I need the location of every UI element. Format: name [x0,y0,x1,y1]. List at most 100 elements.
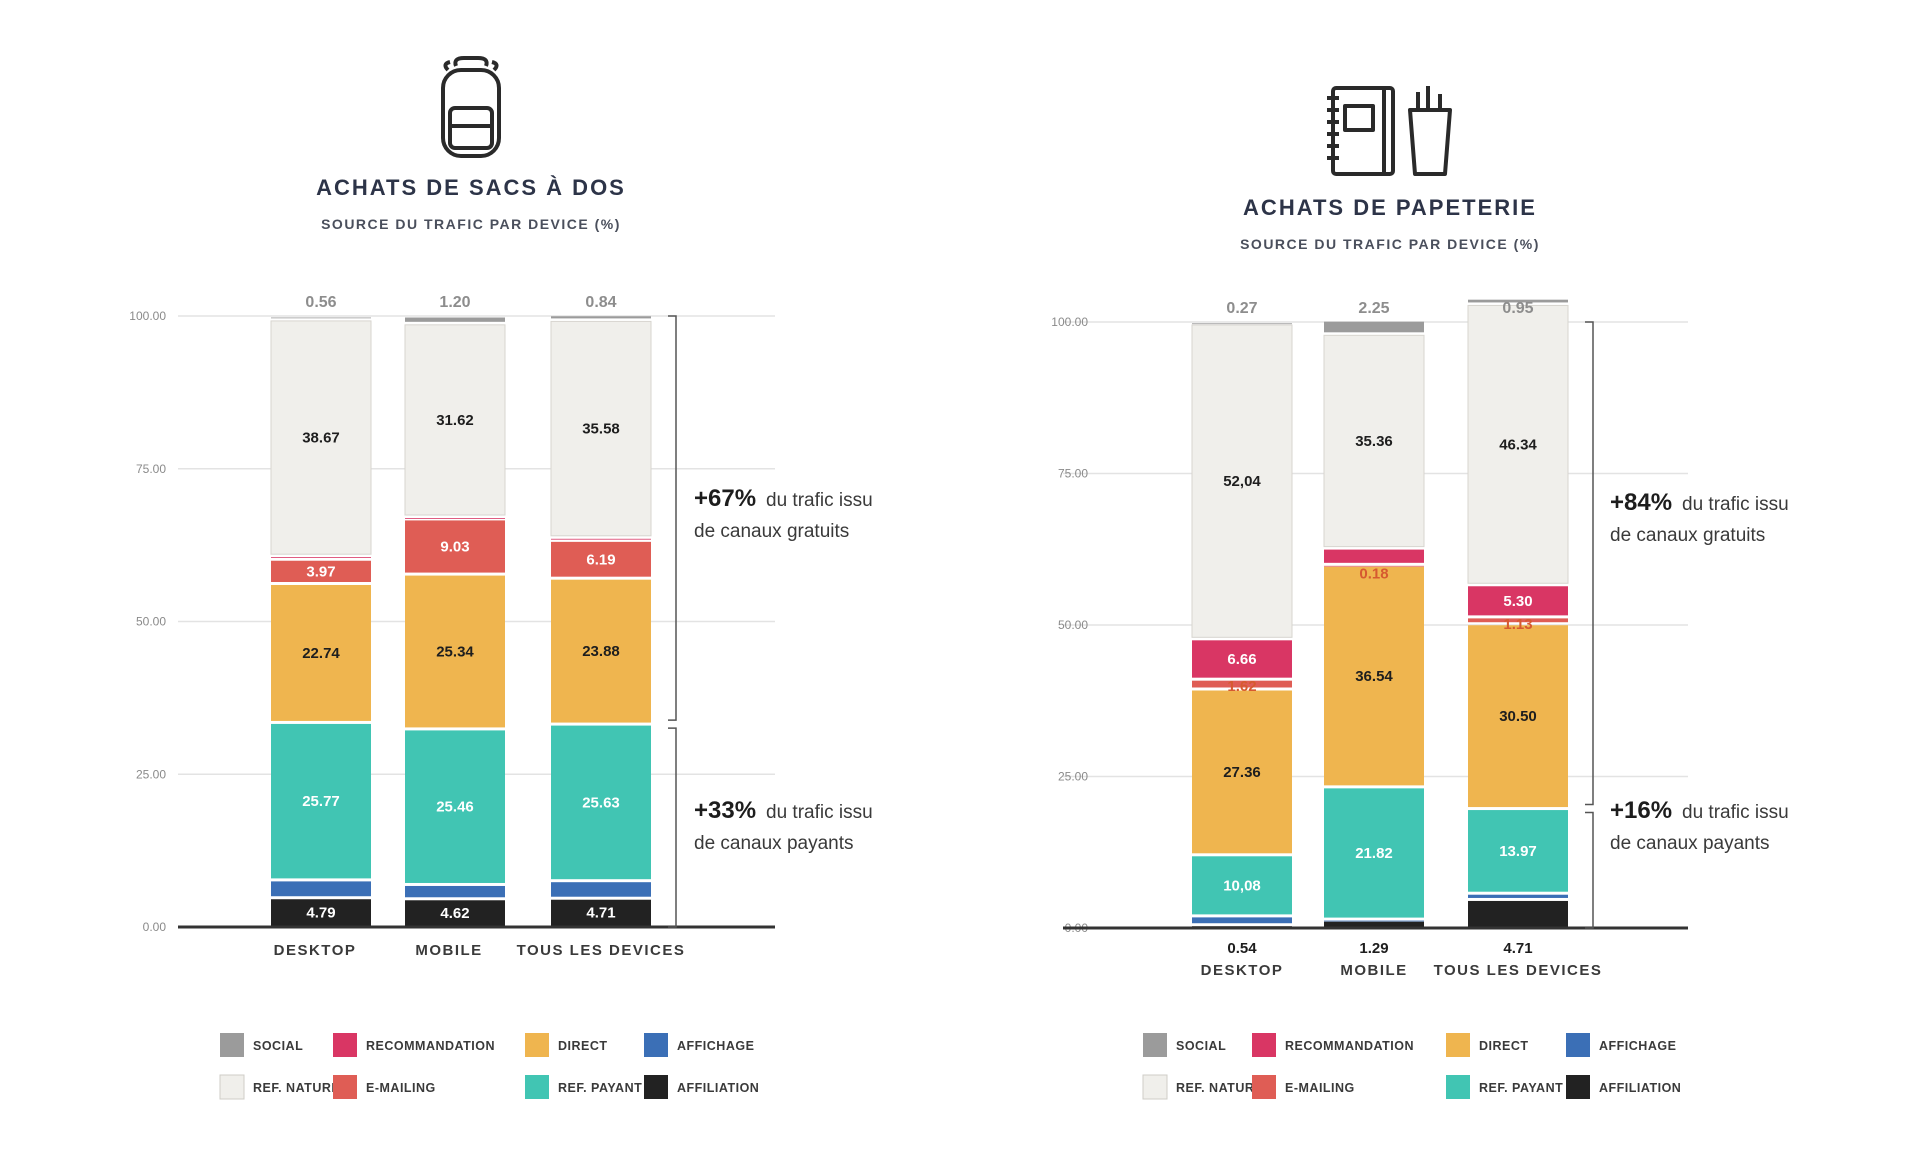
data-label-ref_naturel: 52,04 [1223,473,1261,490]
annotation-payants: +33% du trafic issu de canaux payants [694,797,873,854]
bar-segment-affichage [551,882,651,897]
legend-swatch [644,1075,668,1099]
annotation-percent: +33% [694,797,756,824]
x-category-label: TOUS LES DEVICES [517,942,686,959]
data-label-e_mailing: 1.13 [1503,616,1532,633]
bar-segment-ref_naturel [1467,304,1569,584]
x-category-label: MOBILE [415,942,482,959]
legend-swatch [1446,1033,1470,1057]
y-tick-label: 75.00 [136,462,166,476]
bar-segment-affiliation [1468,900,1568,927]
annotation-percent: +67% [694,485,756,512]
legend-label: REF. NATUREL [1176,1081,1271,1095]
bar-segment-recommandation [551,538,651,540]
bar-segment-ref_payant [1468,810,1568,892]
data-label-social: 0.84 [585,294,616,311]
legend-item-affiliation: AFFILIATION [644,1075,759,1099]
legend-label: REF. PAYANT [1479,1081,1563,1095]
legend-item-direct: DIRECT [525,1033,607,1057]
legend-swatch [1566,1033,1590,1057]
bar-segment-recommandation [405,518,505,519]
y-tick-label: 0.00 [143,920,167,934]
data-label-ref_payant: 25.77 [302,793,340,810]
data-label-affiliation: 0.54 [1227,940,1257,957]
bar-segment-e_mailing [551,541,651,577]
bar-segment-affiliation [1192,926,1292,928]
bar-segment-recommandation [1192,640,1292,678]
data-label-ref_naturel: 38.67 [302,430,340,447]
bar-segment-social [405,317,505,322]
bar-segment-recommandation [1324,549,1424,563]
bar-segment-ref_payant [271,723,371,879]
legend-label: E-MAILING [1285,1081,1355,1095]
data-label-e_mailing: 9.03 [440,538,469,555]
legend-swatch [644,1033,668,1057]
bar-segment-e_mailing [1468,618,1568,623]
data-label-affiliation: 4.71 [586,905,615,922]
data-label-social: 0.27 [1226,300,1257,317]
data-label-e_mailing: 0.18 [1359,565,1388,582]
legend-swatch [525,1075,549,1099]
y-tick-label: 50.00 [1058,618,1088,632]
bar-segment-e_mailing [1192,680,1292,688]
legend-label: AFFICHAGE [1599,1039,1676,1053]
legend-right: SOCIAL RECOMMANDATION DIRECT AFFICHAGE REF. … [1142,1033,1681,1100]
stationery-icon [1327,86,1452,176]
data-label-affiliation: 1.29 [1359,940,1388,957]
legend-item-social: SOCIAL [220,1033,303,1057]
legend-item-ref_payant: REF. PAYANT [525,1075,642,1099]
y-tick-label: 50.00 [136,615,166,629]
legend-item-recommandation: RECOMMANDATION [333,1033,495,1057]
legend-swatch [333,1075,357,1099]
legend-swatch [1142,1074,1168,1100]
bar-segment-ref_naturel [404,324,506,516]
bar-segment-social [1192,323,1292,325]
annotation-line2: de canaux gratuits [694,521,849,542]
legend-swatch [1446,1075,1470,1099]
chart-title-right: ACHATS DE PAPETERIE [1243,195,1537,220]
annotation-line1: du trafic issu [766,490,873,511]
legend-label: AFFILIATION [677,1081,759,1095]
chart-subtitle-right: SOURCE DU TRAFIC PAR DEVICE (%) [1240,236,1540,252]
legend-label: RECOMMANDATION [366,1039,495,1053]
chart-subtitle-left: SOURCE DU TRAFIC PAR DEVICE (%) [321,216,621,232]
bar-segment-ref_payant [405,730,505,883]
data-label-e_mailing: 1.62 [1227,678,1256,695]
y-tick-label: 100.00 [129,309,166,323]
bar-segment-social [551,316,651,319]
legend-label: REF. PAYANT [558,1081,642,1095]
chart-title-left: ACHATS DE SACS À DOS [316,175,626,200]
data-label-ref_payant: 25.63 [582,794,620,811]
data-label-social: 2.25 [1358,300,1389,317]
legend-swatch [1252,1075,1276,1099]
legend-swatch [333,1033,357,1057]
annotation-payants: +16% du trafic issu de canaux payants [1610,797,1789,854]
x-category-label: DESKTOP [1201,962,1284,979]
x-category-label: TOUS LES DEVICES [1434,962,1603,979]
y-tick-label: 100.00 [1051,315,1088,329]
bracket-payants [668,727,677,928]
annotation-line2: de canaux payants [694,833,854,854]
data-label-direct: 22.74 [302,645,340,662]
legend-item-affichage: AFFICHAGE [1566,1033,1676,1057]
bar-segment-affichage [271,881,371,897]
bar-segment-e_mailing [1324,565,1424,567]
legend-swatch [1143,1033,1167,1057]
legend-left: SOCIAL RECOMMANDATION DIRECT AFFICHAGE REF. … [219,1033,759,1100]
legend-item-e_mailing: E-MAILING [333,1075,435,1099]
data-label-ref_payant: 21.82 [1355,845,1393,862]
legend-item-recommandation: RECOMMANDATION [1252,1033,1413,1057]
legend-item-affiliation: AFFILIATION [1566,1075,1681,1099]
bracket-payants [1585,811,1594,929]
data-label-social: 1.20 [439,294,470,311]
data-label-ref_payant: 13.97 [1499,843,1537,860]
legend-item-ref_naturel: REF. NATUREL [1142,1074,1271,1100]
bar-segment-ref_payant [551,725,651,880]
annotation-percent: +84% [1610,489,1672,516]
bar-segment-ref_naturel [270,320,372,555]
bar-segment-e_mailing [405,520,505,573]
legend-item-ref_naturel: REF. NATUREL [219,1074,348,1100]
bar-segment-affiliation [1324,921,1424,927]
data-label-direct: 25.34 [436,644,474,661]
